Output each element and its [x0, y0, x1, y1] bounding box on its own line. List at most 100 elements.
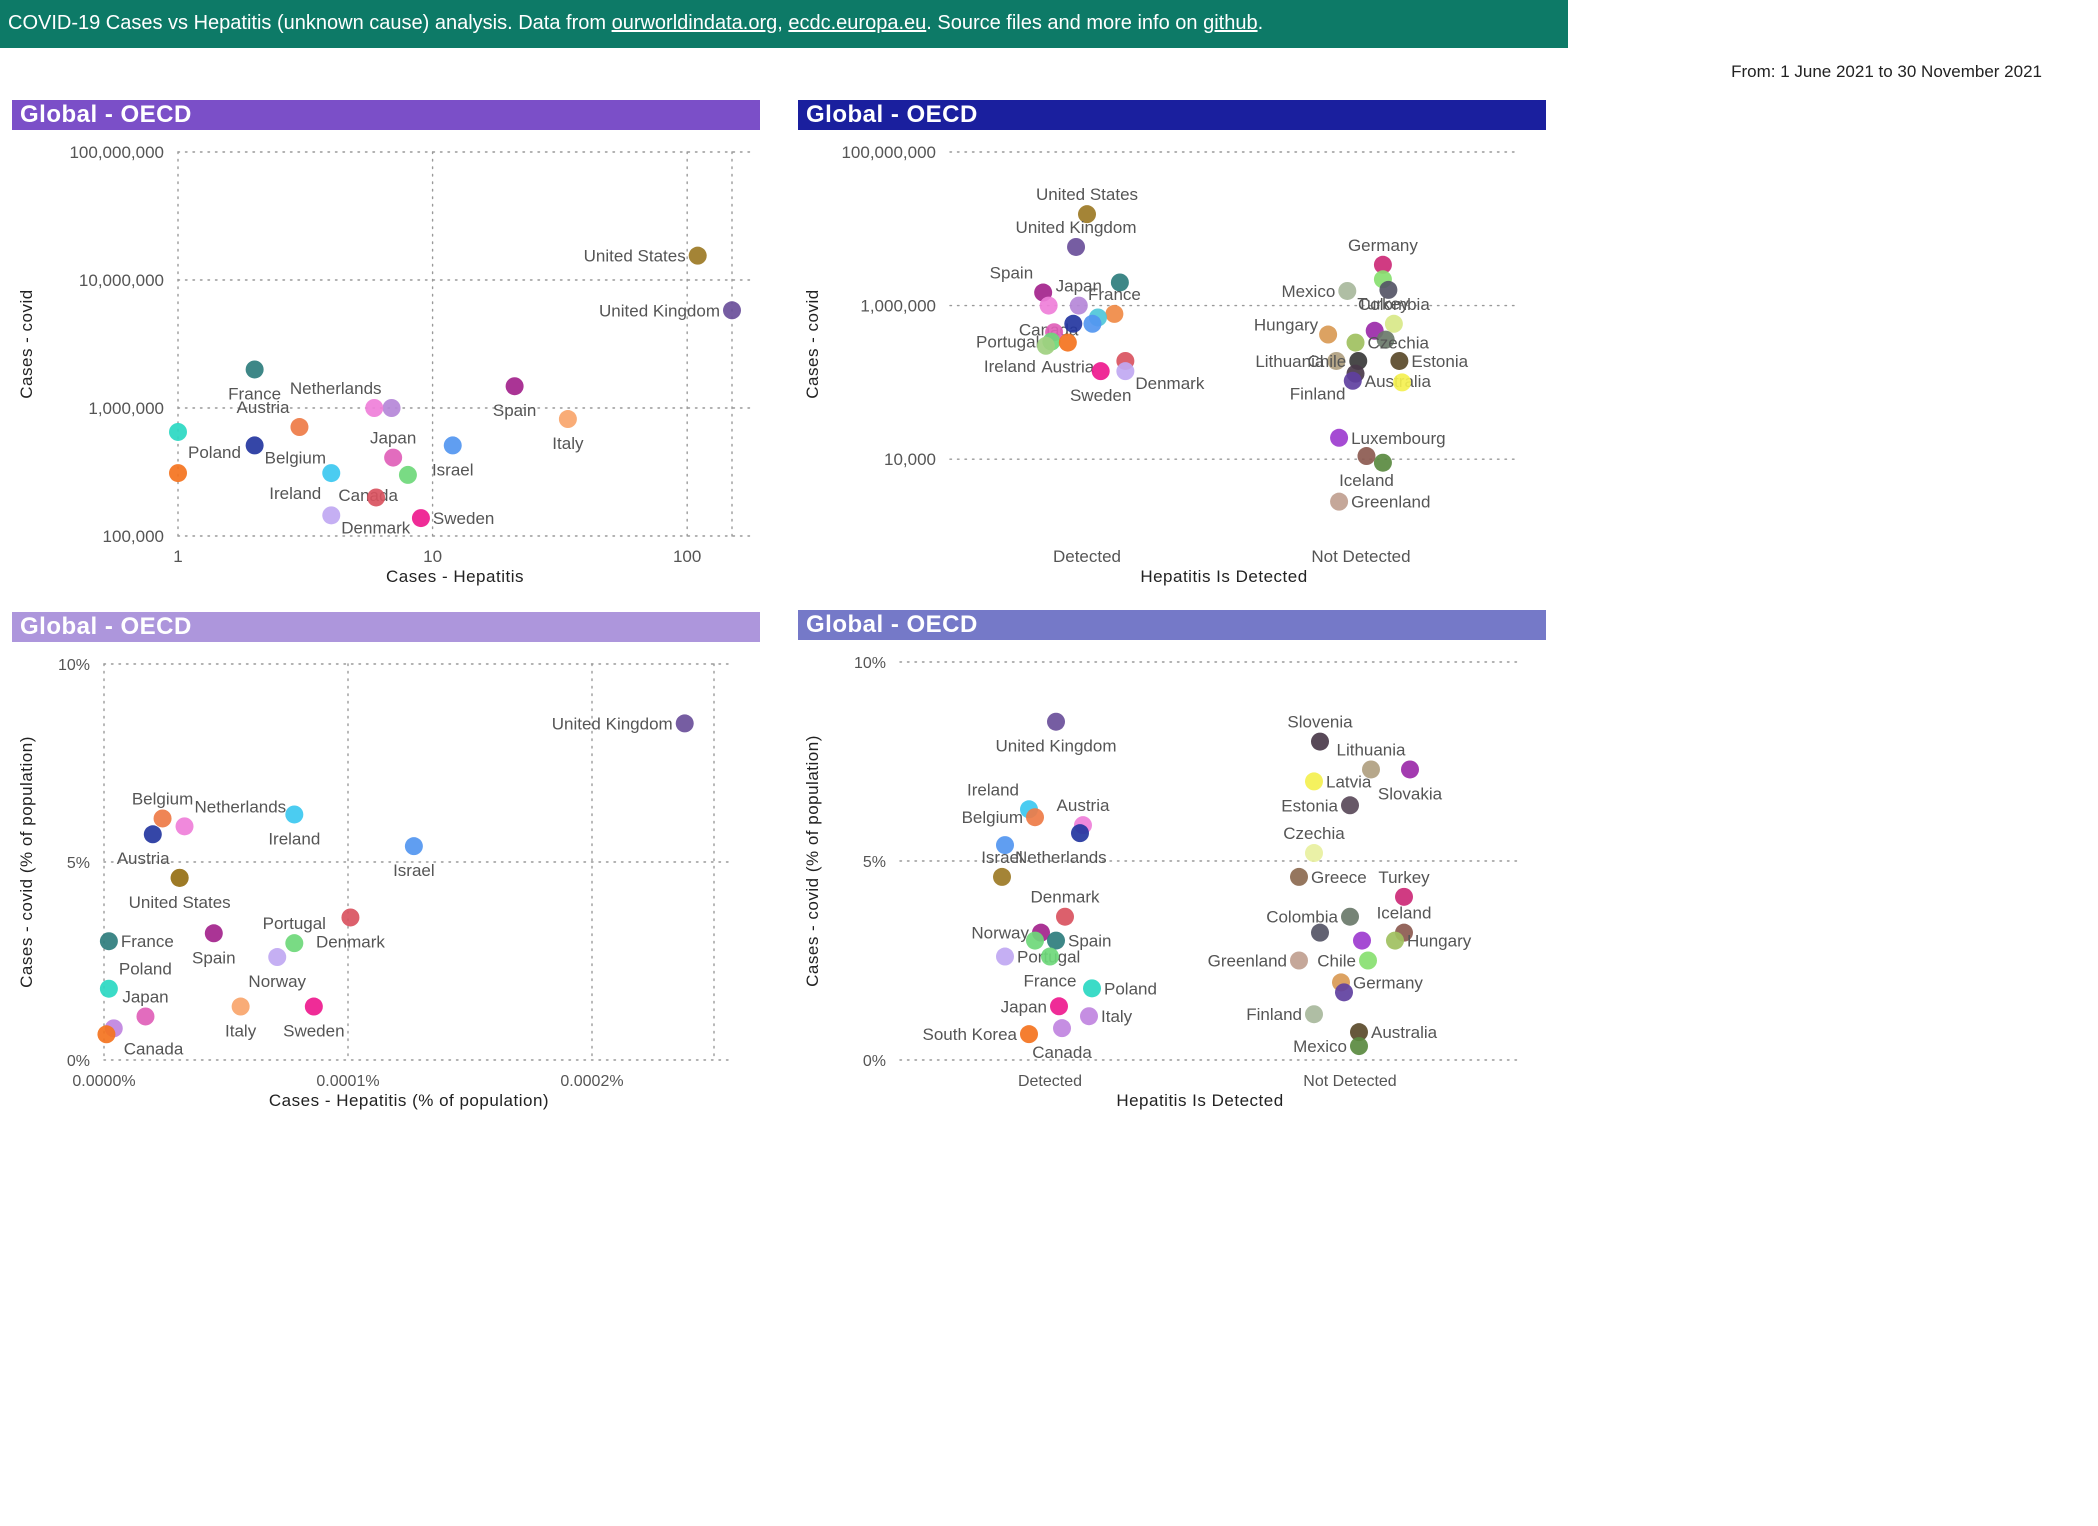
data-label: Portugal [263, 914, 326, 933]
y-tick-label: 5% [67, 855, 90, 872]
x-tick-label: 0.0000% [72, 1073, 135, 1090]
data-point [1041, 947, 1059, 966]
data-point [204, 924, 223, 943]
data-point [1050, 997, 1068, 1016]
data-label: France [121, 932, 174, 951]
data-label: France [1024, 972, 1077, 991]
data-point [245, 360, 264, 379]
link-ourworldindata[interactable]: ourworldindata.org [611, 12, 778, 34]
data-point [1311, 923, 1329, 942]
data-label: Portugal [976, 333, 1039, 352]
data-label: Denmark [1135, 374, 1204, 393]
data-label: France [228, 384, 281, 403]
data-point [1319, 325, 1338, 344]
data-point [1071, 824, 1089, 843]
chart-cases-vs-hepatitis[interactable]: 100,000 1,000,000 10,000,000 100,000,000 1 10… [12, 100, 772, 600]
data-point [136, 1007, 155, 1026]
data-point [1105, 304, 1124, 323]
data-point [170, 868, 189, 887]
data-label: Colombia [1358, 295, 1430, 314]
x-tick-label: Not Detected [1311, 547, 1410, 566]
data-point [1080, 1007, 1098, 1026]
data-point [153, 809, 172, 828]
data-point [322, 506, 341, 525]
panel-title: Global - OECD [12, 612, 760, 642]
data-label: Turkey [1357, 294, 1409, 313]
data-label: Finland [1290, 385, 1346, 404]
data-label: Italy [225, 1022, 257, 1041]
data-point [304, 997, 323, 1016]
data-label: Czechia [1368, 334, 1430, 353]
data-point [1056, 907, 1074, 926]
data-point [1343, 371, 1362, 390]
data-point [1330, 492, 1349, 511]
data-label: Latvia [1326, 772, 1372, 791]
chart-pct-cases-by-detection[interactable]: 0% 5% 10% Detected Not Detected Hepatitis Is … [798, 610, 1558, 1122]
x-tick-label: 0.0002% [560, 1073, 623, 1090]
data-point [245, 436, 264, 455]
data-point [1305, 772, 1323, 791]
panel-top-right: Global - OECD 10,000 1,000,000 100,000,000… [798, 100, 1558, 600]
data-point [1353, 931, 1371, 950]
data-label: Finland [1246, 1005, 1302, 1024]
data-point [1036, 336, 1055, 355]
header-text-prefix: COVID-19 Cases vs Hepatitis (unknown cau… [8, 12, 612, 34]
y-tick-label: 10,000,000 [79, 271, 164, 290]
data-label: Ireland [967, 780, 1019, 799]
data-label: Israel [432, 460, 474, 479]
data-point [1401, 760, 1419, 779]
data-label: Chile [1308, 352, 1347, 371]
data-label: Colombia [1266, 908, 1338, 927]
data-point [398, 465, 417, 484]
y-tick-label: 1,000,000 [860, 297, 936, 316]
data-label: Spain [493, 401, 536, 420]
data-point [99, 979, 118, 998]
panel-top-left: Global - OECD 100,000 1,000,000 10,000,000… [12, 100, 772, 600]
data-point [1039, 296, 1058, 315]
data-label: Estonia [1281, 796, 1338, 815]
chart-pct-cases-vs-hepatitis[interactable]: 0% 5% 10% 0.0000% 0.0001% 0.0002% Cases - Hepa… [12, 612, 772, 1122]
link-ecdc[interactable]: ecdc.europa.eu [788, 12, 927, 34]
data-point [1373, 255, 1392, 274]
y-tick-label: 0% [863, 1053, 886, 1070]
x-tick-label: 1 [173, 547, 182, 566]
data-label: United Kingdom [552, 714, 673, 733]
data-label: Poland [1104, 979, 1157, 998]
header-text-mid: . Source files and more info on [926, 12, 1204, 34]
data-label: Lithuania [1255, 352, 1325, 371]
data-label: Norway [248, 972, 306, 991]
panel-title: Global - OECD [12, 100, 760, 130]
data-point [285, 805, 304, 824]
y-tick-label: 0% [67, 1053, 90, 1070]
data-label: Japan [370, 429, 416, 448]
y-tick-label: 10% [58, 657, 90, 674]
link-github[interactable]: github [1203, 12, 1258, 34]
x-tick-label: Detected [1018, 1073, 1082, 1090]
data-label: Israel [981, 848, 1023, 867]
data-label: Austria [1057, 796, 1110, 815]
data-label: Hungary [1254, 316, 1319, 335]
data-label: Italy [552, 434, 584, 453]
data-label: Belgium [962, 808, 1023, 827]
chart-cases-by-detection[interactable]: 10,000 1,000,000 100,000,000 Detected Not De… [798, 100, 1558, 600]
data-label: Germany [1353, 973, 1423, 992]
data-label: Lithuania [1336, 740, 1406, 759]
data-label: Sweden [283, 1022, 344, 1041]
data-point [1346, 333, 1365, 352]
data-point [1350, 1023, 1368, 1042]
data-label: Japan [1056, 277, 1102, 296]
panel-bottom-left: Global - OECD 0% 5% 10% 0.0000% 0.0001% 0.000… [12, 612, 772, 1122]
data-point [1395, 887, 1413, 906]
data-point [1067, 237, 1086, 256]
data-point [341, 908, 360, 927]
data-point [1376, 330, 1395, 349]
data-label: Japan [1001, 997, 1047, 1016]
data-point [1386, 931, 1404, 950]
data-label: Israel [393, 861, 435, 880]
y-tick-label: 5% [863, 854, 886, 871]
data-label: Poland [188, 443, 241, 462]
data-point [1110, 273, 1129, 292]
data-label: Denmark [316, 932, 385, 951]
data-point [1305, 1005, 1323, 1024]
data-point [505, 377, 524, 396]
